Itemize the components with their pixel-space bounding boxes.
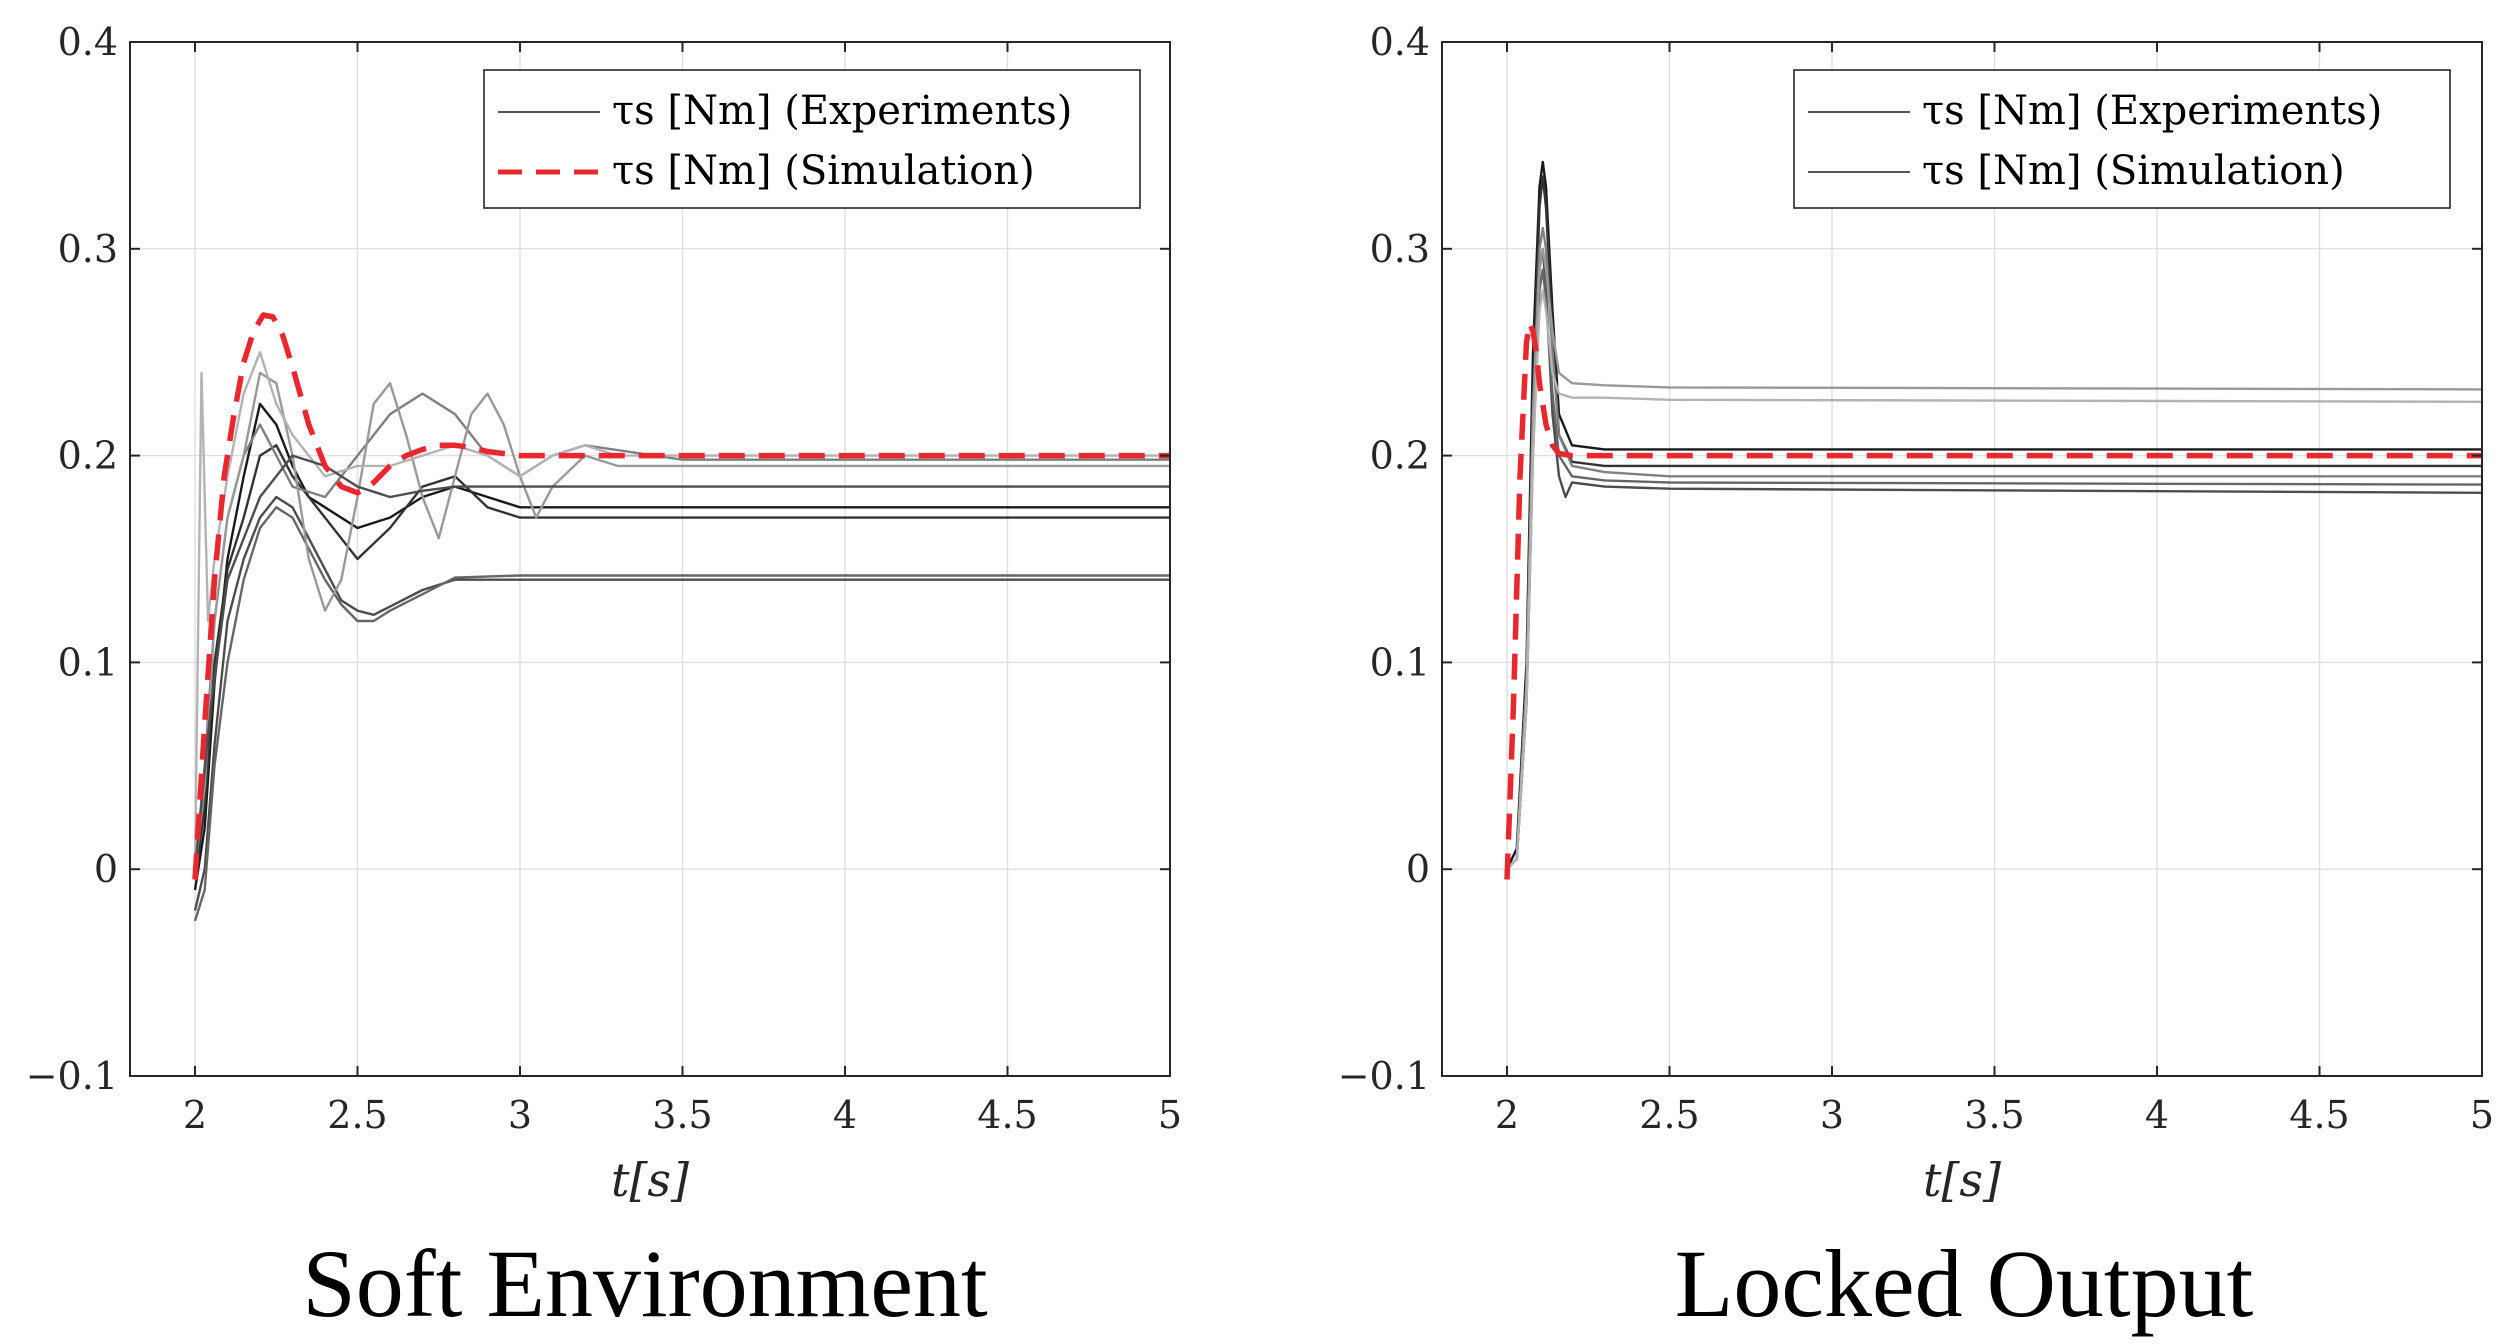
experiment-series-line: [193, 371, 1170, 870]
legend-label-simulation: τs [Nm] (Simulation): [1922, 148, 2345, 194]
x-tick-label: 4.5: [2289, 1093, 2349, 1137]
x-tick-label: 4: [833, 1093, 857, 1137]
legend-label-experiments: τs [Nm] (Experiments): [1922, 88, 2382, 134]
legend-label-experiments: τs [Nm] (Experiments): [612, 88, 1072, 134]
plot-area-border: [1441, 41, 2483, 1077]
x-tick-label: 5: [2470, 1093, 2494, 1137]
x-tick-label: 4: [2145, 1093, 2169, 1137]
x-tick-label: 4.5: [977, 1093, 1037, 1137]
experiment-series-line: [193, 454, 1170, 870]
plot-area-border: [129, 41, 1171, 1077]
x-axis-label: t[s]: [1923, 1153, 2001, 1207]
simulation-series-line: [1504, 320, 2482, 880]
legend-box: [1793, 69, 2451, 209]
x-tick-label: 3: [508, 1093, 532, 1137]
axis-ticks: 2 2.5 3 3.5 4 4.5 5 −0.1 0 0.1 0.2 0.3 0.4: [1338, 20, 2494, 1137]
y-tick-label: 0.3: [58, 227, 118, 271]
x-tick-label: 2: [1495, 1093, 1519, 1137]
axis-ticks: 2 2.5 3 3.5 4 4.5 5 −0.1 0 0.1 0.2 0.3 0.4: [26, 20, 1182, 1137]
y-tick-label: −0.1: [1338, 1054, 1430, 1098]
legend-label-simulation: τs [Nm] (Simulation): [612, 148, 1035, 194]
y-tick-label: 0.4: [1370, 20, 1430, 64]
x-tick-label: 3: [1820, 1093, 1844, 1137]
y-tick-label: 0.2: [58, 434, 118, 478]
panel-soft-environment: 2 2.5 3 3.5 4 4.5 5 −0.1 0 0.1 0.2 0.3 0.4 τs [Nm] (…: [26, 20, 1182, 1337]
x-tick-label: 5: [1158, 1093, 1182, 1137]
series-lines: [192, 312, 1170, 922]
y-tick-label: 0.4: [58, 20, 118, 64]
panel-title: Locked Output: [1675, 1230, 2254, 1337]
experiment-series-line: [193, 495, 1170, 911]
x-tick-label: 2: [183, 1093, 207, 1137]
grid-lines: [1442, 42, 2482, 1076]
x-tick-label: 2.5: [1639, 1093, 1699, 1137]
legend: τs [Nm] (Experiments) τs [Nm] (Simulatio…: [1793, 69, 2451, 209]
y-tick-label: 0.1: [58, 640, 118, 684]
y-tick-label: 0.3: [1370, 227, 1430, 271]
x-tick-label: 2.5: [327, 1093, 387, 1137]
series-lines: [1504, 160, 2483, 880]
experiment-series-line: [193, 402, 1170, 891]
legend: τs [Nm] (Experiments) τs [Nm] (Simulatio…: [483, 69, 1141, 209]
legend-box: [483, 69, 1141, 209]
panel-title: Soft Environment: [302, 1230, 988, 1337]
experiment-series-line: [193, 444, 1170, 880]
experiment-series-line: [1506, 289, 2483, 871]
y-tick-label: 0.2: [1370, 434, 1430, 478]
y-tick-label: 0.1: [1370, 640, 1430, 684]
y-tick-label: −0.1: [26, 1054, 118, 1098]
x-tick-label: 3.5: [652, 1093, 712, 1137]
x-axis-label: t[s]: [611, 1153, 689, 1207]
simulation-series-line: [192, 312, 1170, 880]
panel-locked-output: 2 2.5 3 3.5 4 4.5 5 −0.1 0 0.1 0.2 0.3 0.4 τs [Nm] (…: [1338, 20, 2494, 1337]
x-tick-label: 3.5: [1964, 1093, 2024, 1137]
y-tick-label: 0: [1406, 847, 1430, 891]
experiment-series-line: [193, 506, 1170, 922]
y-tick-label: 0: [94, 847, 118, 891]
